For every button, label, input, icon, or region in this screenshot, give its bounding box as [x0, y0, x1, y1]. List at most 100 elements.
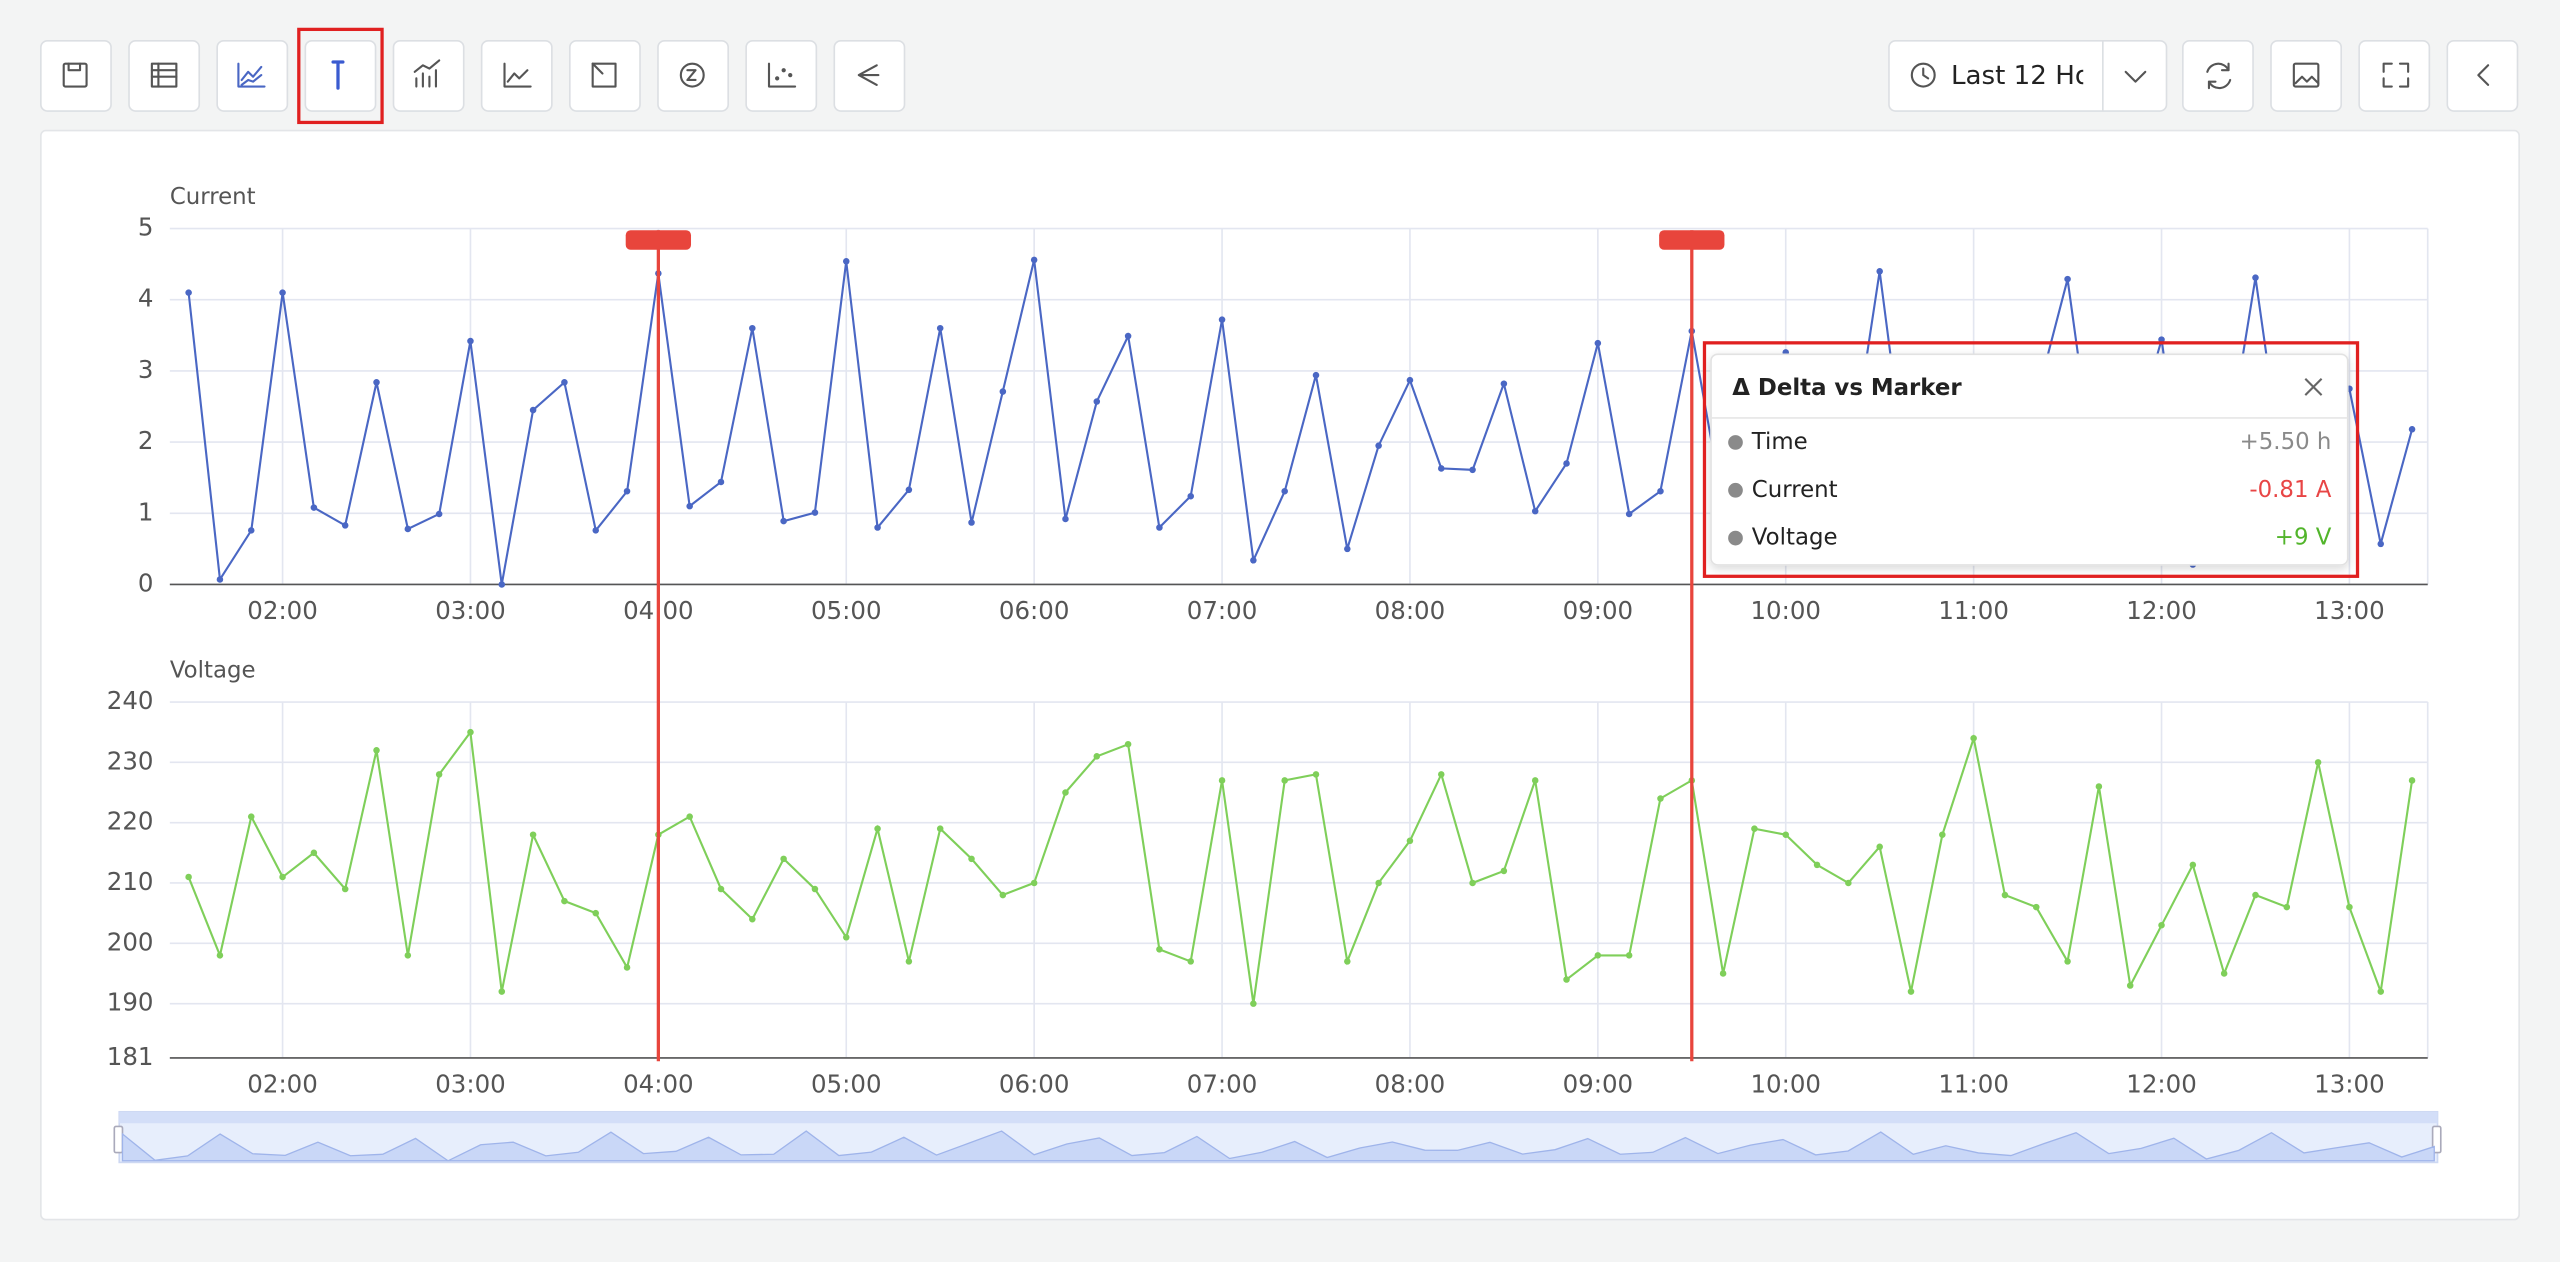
data-point [842, 258, 850, 265]
data-point [1062, 789, 1069, 796]
time-range-select[interactable]: Last 12 Hours [1888, 39, 2168, 112]
image-button[interactable] [2270, 39, 2343, 112]
data-point [936, 825, 944, 832]
data-point [1907, 988, 1915, 995]
data-point [1437, 465, 1445, 472]
marker-handle [625, 230, 692, 250]
close-button[interactable] [2304, 378, 2323, 396]
toolbar: Last 12 Hours [40, 27, 2519, 125]
row-label: Time [1751, 429, 1808, 455]
data-point [1437, 771, 1445, 778]
data-point [2033, 903, 2040, 911]
data-point [1093, 398, 1101, 405]
data-point [1876, 268, 1883, 275]
data-point [1344, 545, 1351, 553]
area-button[interactable] [480, 39, 553, 112]
data-point [1563, 460, 1570, 467]
data-point [2095, 783, 2103, 790]
data-point [279, 289, 286, 296]
data-point [1281, 777, 1288, 784]
marker-button[interactable] [297, 27, 384, 125]
y-tick-label: 200 [107, 927, 154, 956]
data-point [341, 522, 349, 529]
data-point [1187, 958, 1194, 965]
collapse-button[interactable] [2446, 39, 2519, 112]
x-tick-label: 03:00 [435, 1070, 506, 1099]
save-button[interactable] [40, 39, 112, 112]
data-point [1625, 510, 1633, 518]
data-point [1531, 507, 1539, 515]
data-point [1375, 442, 1382, 449]
y-tick-label: 240 [107, 686, 154, 715]
share-button[interactable] [833, 39, 906, 112]
data-point [216, 576, 224, 583]
x-tick-label: 08:00 [1375, 1070, 1446, 1099]
row-dot [1728, 435, 1743, 450]
data-point [467, 337, 474, 345]
data-point [811, 885, 819, 893]
data-point [247, 527, 255, 534]
data-point [561, 379, 568, 386]
fullscreen-button[interactable] [2358, 39, 2431, 112]
data-point [2346, 903, 2353, 911]
data-point [341, 885, 349, 893]
data-point [592, 527, 599, 534]
data-point [1093, 753, 1101, 760]
data-point [2001, 891, 2009, 899]
x-tick-label: 10:00 [1750, 1070, 1821, 1099]
data-point [1312, 371, 1320, 379]
zoom-button[interactable] [569, 39, 641, 112]
charts: Current 0 1 2 3 4 5 02:00 03:00 04:00 05:00 06:00 07… [107, 184, 2429, 1099]
data-point [936, 324, 944, 332]
data-point [780, 855, 787, 863]
row-value: +5.50 h [2240, 429, 2332, 455]
data-point [1594, 339, 1602, 347]
data-point [1845, 879, 1852, 887]
data-point [686, 813, 693, 820]
data-point [404, 525, 412, 533]
data-point [185, 289, 192, 296]
scatter-button[interactable] [745, 39, 818, 112]
data-point [310, 849, 318, 857]
data-point [1406, 837, 1414, 845]
data-point [2377, 988, 2385, 995]
data-point [1124, 332, 1132, 340]
data-point [686, 502, 693, 510]
x-tick-label: 13:00 [2314, 596, 2385, 625]
reset-button[interactable] [657, 39, 729, 112]
data-point [717, 478, 725, 486]
data-point [1531, 777, 1539, 784]
data-point [1187, 492, 1194, 500]
y-tick-label: 4 [138, 284, 154, 313]
overview-area [121, 1130, 2435, 1162]
data-point [749, 324, 756, 332]
data-point [1813, 861, 1821, 869]
zoom-slider[interactable] [113, 1110, 2442, 1164]
data-point [2283, 903, 2291, 911]
data-point [1250, 1000, 1257, 1007]
x-tick-label: 02:00 [247, 1070, 318, 1099]
x-tick-label: 02:00 [247, 596, 318, 625]
data-point [2126, 982, 2134, 989]
delta-tooltip: Δ Delta vs Marker Time +5.50 h Current -0.8… [1702, 341, 2360, 578]
x-tick-label: 11:00 [1938, 596, 2009, 625]
trend-button[interactable] [392, 39, 465, 112]
data-point [2189, 861, 2197, 869]
data-point [1312, 771, 1320, 778]
data-point [999, 891, 1007, 899]
data-point [529, 406, 537, 414]
marker-handle [1659, 230, 1725, 250]
y-tick-label: 3 [138, 355, 154, 384]
data-point [185, 873, 192, 881]
x-tick-label: 06:00 [999, 596, 1070, 625]
data-point [1218, 777, 1226, 784]
x-tick-label: 11:00 [1938, 1070, 2009, 1099]
data-point [2377, 540, 2385, 548]
chart-title: Voltage [170, 657, 256, 683]
data-point [811, 509, 819, 516]
refresh-button[interactable] [2182, 39, 2254, 112]
table-button[interactable] [128, 39, 201, 112]
line-chart-button[interactable] [216, 39, 289, 112]
x-tick-label: 06:00 [999, 1070, 1070, 1099]
